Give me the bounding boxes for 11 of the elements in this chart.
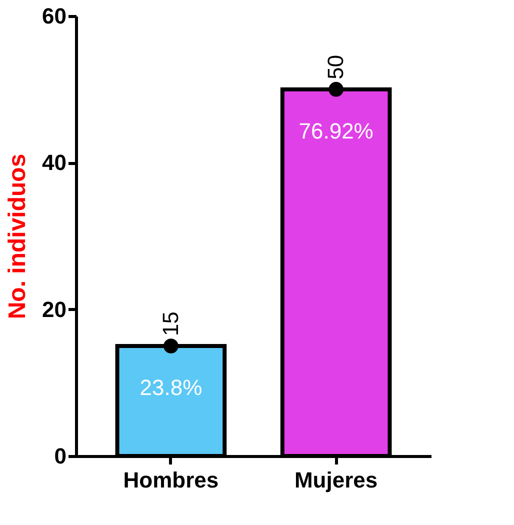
annotation: 76.92%: [298, 118, 374, 144]
y-tick-label: 20: [42, 296, 66, 322]
y-tick-label: 0: [54, 444, 66, 468]
data-label: 15: [158, 312, 183, 336]
data-label: 50: [323, 54, 348, 80]
annotation: 23.8%: [140, 375, 202, 400]
y-axis-title: No. individuos: [4, 154, 32, 320]
x-tick-label: Mujeres: [294, 468, 378, 492]
y-tick-label: 40: [42, 150, 66, 176]
y-tick-label: 60: [42, 4, 66, 28]
x-tick-label: Hombres: [123, 468, 219, 492]
